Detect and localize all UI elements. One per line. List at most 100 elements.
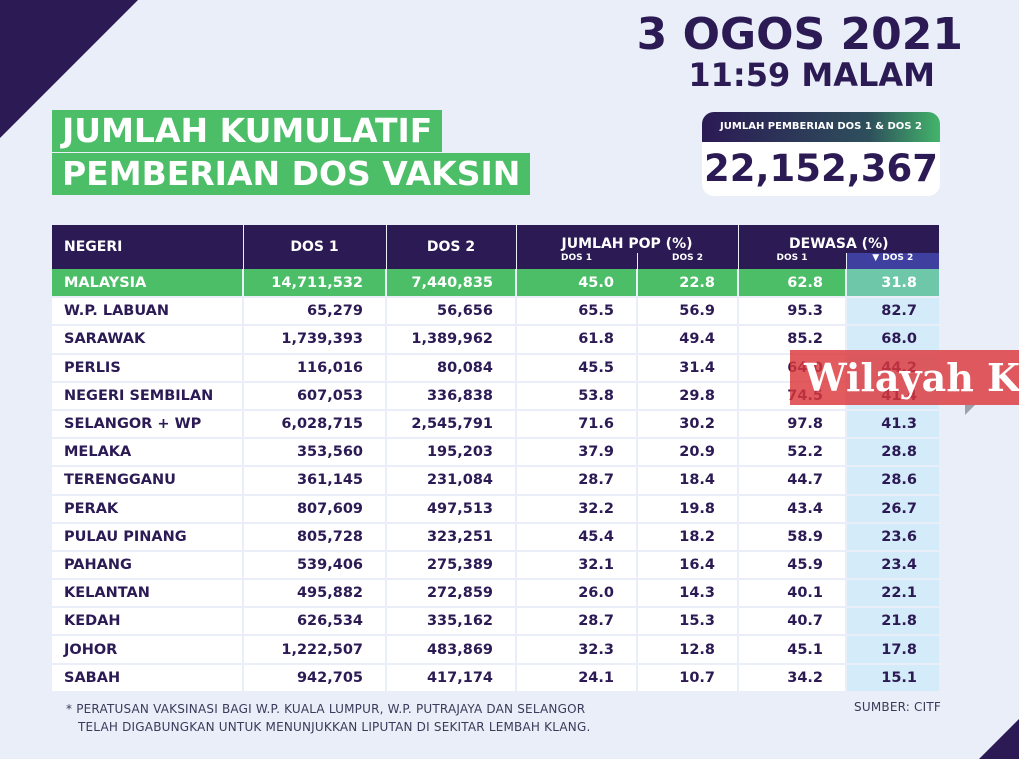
table-row: SARAWAK 1,739,393 1,389,962 61.8 49.4 85.2 68.…	[52, 325, 940, 355]
cell-dos2: 272,859	[386, 579, 517, 609]
cell-dewasa-dos2: 17.8	[846, 635, 940, 665]
cell-pop-dos2: 29.8	[637, 381, 740, 411]
cell-dos2: 497,513	[386, 494, 517, 524]
cell-state: SABAH	[52, 663, 244, 693]
page-title-line-2: PEMBERIAN DOS VAKSIN	[52, 153, 531, 195]
cell-pop-dos2: 10.7	[637, 663, 740, 693]
cell-dos2: 56,656	[386, 297, 517, 327]
cell-dos2: 80,084	[386, 353, 517, 383]
total-doses-label: JUMLAH PEMBERIAN DOS 1 & DOS 2	[702, 112, 940, 142]
cell-dos1: 6,028,715	[243, 409, 387, 440]
cell-dos2: 417,174	[386, 663, 517, 693]
cell-dewasa-dos1: 34.2	[738, 663, 848, 693]
cell-pop-dos2: 19.8	[637, 494, 740, 524]
subheader-dewasa-dos2-sorted: ▼ DOS 2	[846, 253, 940, 269]
table-row-national: MALAYSIA 14,711,532 7,440,835 45.0 22.8 62.8 3…	[52, 269, 940, 299]
table-row: SABAH 942,705 417,174 24.1 10.7 34.2 15.1	[52, 663, 940, 693]
cell-state: PERLIS	[52, 353, 244, 383]
cell-pop-dos1: 32.1	[516, 550, 638, 581]
table-row: MELAKA 353,560 195,203 37.9 20.9 52.2 28.8	[52, 438, 940, 468]
cell-pop-dos2: 12.8	[637, 635, 740, 665]
cell-dos2: 483,869	[386, 635, 517, 665]
cell-dewasa-dos2: 31.8	[846, 269, 940, 299]
table-body: MALAYSIA 14,711,532 7,440,835 45.0 22.8 62.8 3…	[52, 269, 940, 693]
cell-dewasa-dos2: 28.8	[846, 438, 940, 468]
cell-pop-dos2: 49.4	[637, 325, 740, 355]
cell-pop-dos1: 32.2	[516, 494, 638, 524]
cell-dewasa-dos1: 44.7	[738, 466, 848, 496]
cell-dos1: 361,145	[243, 466, 387, 496]
cell-pop-dos2: 20.9	[637, 438, 740, 468]
cell-dewasa-dos1: 95.3	[738, 297, 848, 327]
cell-pop-dos1: 32.3	[516, 635, 638, 665]
cell-dos2: 336,838	[386, 381, 517, 411]
cell-dos1: 942,705	[243, 663, 387, 693]
table-row: W.P. LABUAN 65,279 56,656 65.5 56.9 95.3 82.7	[52, 297, 940, 327]
cell-state: PULAU PINANG	[52, 522, 244, 552]
cell-state: W.P. LABUAN	[52, 297, 244, 327]
header-dos1: DOS 1	[243, 225, 387, 269]
cell-pop-dos1: 24.1	[516, 663, 638, 693]
cell-dewasa-dos2: 15.1	[846, 663, 940, 693]
cell-pop-dos2: 18.2	[637, 522, 740, 552]
cell-pop-dos2: 16.4	[637, 550, 740, 581]
cell-dos1: 626,534	[243, 607, 387, 637]
footnote-line-1: * PERATUSAN VAKSINASI BAGI W.P. KUALA LU…	[66, 702, 586, 716]
cell-dos2: 323,251	[386, 522, 517, 552]
cell-dos1: 14,711,532	[243, 269, 387, 299]
total-doses-value: 22,152,367	[703, 147, 939, 190]
cell-dewasa-dos2: 28.6	[846, 466, 940, 496]
header-negeri: NEGERI	[52, 225, 244, 269]
source-credit: SUMBER: CITF	[854, 700, 941, 714]
cell-dewasa-dos1: 45.9	[738, 550, 848, 581]
page-title-line-1: JUMLAH KUMULATIF	[52, 110, 443, 152]
header-dewasa: DEWASA (%)	[738, 225, 940, 253]
total-doses-card: JUMLAH PEMBERIAN DOS 1 & DOS 2 22,152,36…	[702, 112, 940, 196]
cell-state: PAHANG	[52, 550, 244, 581]
table-row: PERAK 807,609 497,513 32.2 19.8 43.4 26.7	[52, 494, 940, 524]
cell-dewasa-dos1: 62.8	[738, 269, 848, 299]
table-row: KEDAH 626,534 335,162 28.7 15.3 40.7 21.8	[52, 607, 940, 637]
cell-dewasa-dos2: 23.6	[846, 522, 940, 552]
cell-dewasa-dos2: 41.3	[846, 409, 940, 440]
cell-dewasa-dos1: 40.7	[738, 607, 848, 637]
cell-pop-dos2: 22.8	[637, 269, 740, 299]
watermark-logo: Wilayah Ku	[790, 350, 1019, 405]
report-date: 3 OGOS 2021	[636, 9, 963, 60]
cell-dos2: 275,389	[386, 550, 517, 581]
cell-pop-dos2: 18.4	[637, 466, 740, 496]
watermark-tail	[965, 405, 975, 415]
cell-pop-dos1: 45.5	[516, 353, 638, 383]
cell-state: NEGERI SEMBILAN	[52, 381, 244, 411]
cell-dos2: 231,084	[386, 466, 517, 496]
cell-dewasa-dos2: 82.7	[846, 297, 940, 327]
table-row: KELANTAN 495,882 272,859 26.0 14.3 40.1 22.1	[52, 579, 940, 609]
cell-dos1: 805,728	[243, 522, 387, 552]
cell-state: KELANTAN	[52, 579, 244, 609]
cell-pop-dos2: 15.3	[637, 607, 740, 637]
table-row: NEGERI SEMBILAN607,053336,83853.829.874.…	[52, 381, 940, 411]
header-dos2: DOS 2	[386, 225, 517, 269]
subheader-dewasa-dos1: DOS 1	[738, 253, 847, 269]
cell-dewasa-dos1: 97.8	[738, 409, 848, 440]
subheader-pop-dos1: DOS 1	[516, 253, 638, 269]
cell-pop-dos1: 28.7	[516, 466, 638, 496]
table-row: SELANGOR + WP 6,028,715 2,545,791 71.6 30.2 9…	[52, 409, 940, 440]
cell-dewasa-dos1: 40.1	[738, 579, 848, 609]
cell-dos1: 539,406	[243, 550, 387, 581]
cell-pop-dos1: 26.0	[516, 579, 638, 609]
footnote: * PERATUSAN VAKSINASI BAGI W.P. KUALA LU…	[66, 700, 590, 736]
cell-dos1: 116,016	[243, 353, 387, 383]
cell-pop-dos1: 65.5	[516, 297, 638, 327]
cell-dewasa-dos1: 45.1	[738, 635, 848, 665]
footnote-line-2: TELAH DIGABUNGKAN UNTUK MENUNJUKKAN LIPU…	[78, 720, 591, 734]
cell-dewasa-dos2: 22.1	[846, 579, 940, 609]
cell-pop-dos2: 30.2	[637, 409, 740, 440]
cell-pop-dos1: 45.4	[516, 522, 638, 552]
cell-dewasa-dos1: 43.4	[738, 494, 848, 524]
cell-dos2: 195,203	[386, 438, 517, 468]
cell-pop-dos1: 37.9	[516, 438, 638, 468]
cell-dewasa-dos2: 26.7	[846, 494, 940, 524]
table-row: PAHANG 539,406 275,389 32.1 16.4 45.9 23.4	[52, 550, 940, 581]
